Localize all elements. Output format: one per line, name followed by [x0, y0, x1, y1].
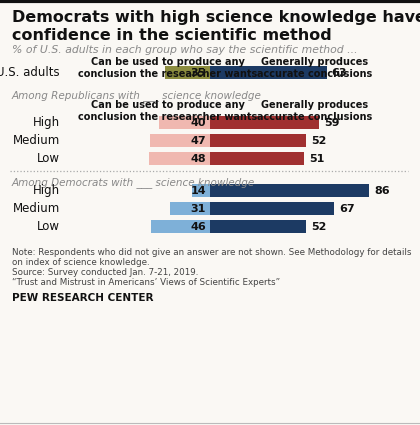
- Bar: [159, 116, 210, 129]
- Text: Note: Respondents who did not give an answer are not shown. See Methodology for : Note: Respondents who did not give an an…: [12, 248, 412, 257]
- Bar: [210, 184, 369, 197]
- Text: Among Republicans with ___ science knowledge: Among Republicans with ___ science knowl…: [12, 90, 262, 101]
- Bar: [210, 152, 304, 165]
- Text: % of U.S. adults in each group who say the scientific method ...: % of U.S. adults in each group who say t…: [12, 45, 357, 55]
- Text: on index of science knowledge.: on index of science knowledge.: [12, 258, 150, 267]
- Text: 86: 86: [374, 185, 390, 196]
- Text: Generally produces
accurate conclusions: Generally produces accurate conclusions: [257, 57, 373, 79]
- Text: 52: 52: [311, 221, 327, 232]
- Text: 51: 51: [310, 153, 325, 164]
- Text: Generally produces
accurate conclusions: Generally produces accurate conclusions: [257, 100, 373, 122]
- Text: Medium: Medium: [13, 134, 60, 147]
- Text: 31: 31: [191, 204, 206, 213]
- Text: Source: Survey conducted Jan. 7-21, 2019.: Source: Survey conducted Jan. 7-21, 2019…: [12, 268, 198, 277]
- Text: 59: 59: [324, 117, 340, 128]
- Bar: [192, 184, 210, 197]
- Text: PEW RESEARCH CENTER: PEW RESEARCH CENTER: [12, 293, 153, 303]
- Bar: [210, 220, 306, 233]
- Text: Medium: Medium: [13, 202, 60, 215]
- Text: Among Democrats with ___ science knowledge: Among Democrats with ___ science knowled…: [12, 177, 255, 188]
- Text: 48: 48: [190, 153, 206, 164]
- Text: U.S. adults: U.S. adults: [0, 66, 60, 79]
- Text: 47: 47: [190, 136, 206, 145]
- Bar: [171, 202, 210, 215]
- Text: Can be used to produce any
conclusion the researcher wants: Can be used to produce any conclusion th…: [79, 100, 257, 122]
- Bar: [210, 116, 319, 129]
- Text: 40: 40: [191, 117, 206, 128]
- Text: “Trust and Mistrust in Americans’ Views of Scientific Experts”: “Trust and Mistrust in Americans’ Views …: [12, 278, 280, 287]
- Text: 35: 35: [191, 68, 206, 77]
- Text: Democrats with high science knowledge have more
confidence in the scientific met: Democrats with high science knowledge ha…: [12, 10, 420, 43]
- Text: 14: 14: [190, 185, 206, 196]
- Text: High: High: [33, 184, 60, 197]
- Bar: [165, 66, 210, 79]
- Bar: [150, 134, 210, 147]
- Bar: [210, 66, 327, 79]
- Bar: [149, 152, 210, 165]
- Text: Low: Low: [37, 220, 60, 233]
- Text: 63: 63: [331, 68, 347, 77]
- Text: Can be used to produce any
conclusion the researcher wants: Can be used to produce any conclusion th…: [79, 57, 257, 79]
- Text: High: High: [33, 116, 60, 129]
- Text: Low: Low: [37, 152, 60, 165]
- Text: 67: 67: [339, 204, 354, 213]
- Bar: [151, 220, 210, 233]
- Bar: [210, 202, 334, 215]
- Bar: [210, 134, 306, 147]
- Text: 52: 52: [311, 136, 327, 145]
- Text: 46: 46: [190, 221, 206, 232]
